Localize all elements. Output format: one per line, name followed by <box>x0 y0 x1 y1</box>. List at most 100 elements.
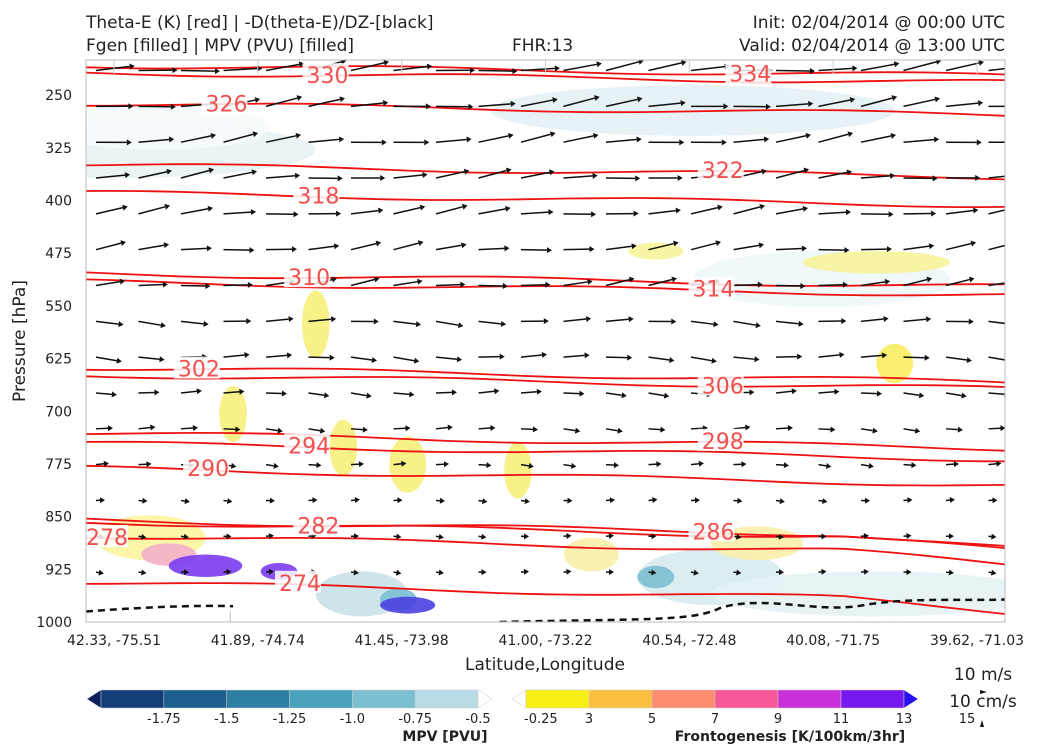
wind-vector <box>223 65 263 72</box>
wind-vector-head <box>463 168 470 175</box>
wind-vector-head <box>126 139 132 146</box>
wind-vector-shaft <box>478 463 487 466</box>
wind-vector <box>223 209 257 216</box>
wind-vector-head <box>166 168 172 175</box>
wind-vector-head <box>872 427 878 434</box>
wind-vector-shaft <box>265 63 300 72</box>
wind-vector-head <box>230 462 237 469</box>
wind-vector <box>945 100 984 108</box>
wind-vector-shaft <box>988 209 1005 215</box>
wind-vector-shaft <box>478 103 511 108</box>
wind-vector <box>860 95 898 108</box>
mpvbar-tick-0: -1.75 <box>147 712 181 727</box>
wind-vector-head <box>567 497 573 504</box>
wind-vector-head <box>226 568 232 575</box>
wind-vector-head <box>735 533 742 540</box>
wind-vector-head <box>808 100 814 107</box>
wind-vector-head <box>252 131 259 138</box>
wind-vector-shaft <box>563 135 594 143</box>
wind-vector-head <box>755 322 761 329</box>
wind-vector-shaft <box>605 98 638 108</box>
theta-e-line-290 <box>86 464 1005 487</box>
y-tick-400: 400 <box>45 194 72 210</box>
wind-vector-shaft <box>520 499 526 502</box>
wind-vector <box>733 203 766 215</box>
mpvbar-swatch-7 <box>477 689 493 709</box>
wind-vector-head <box>481 569 487 576</box>
wind-vector-shaft <box>265 97 298 108</box>
wind-vector-head <box>825 462 832 469</box>
field-blob-8 <box>219 385 247 443</box>
wind-vector <box>860 462 874 469</box>
wind-vector-head <box>801 245 807 252</box>
wind-vector <box>393 139 430 146</box>
wind-vector-shaft <box>648 356 670 361</box>
wind-vector <box>903 243 935 251</box>
wind-vector <box>605 136 642 143</box>
wind-vector-head <box>834 388 840 395</box>
wind-vector <box>350 569 359 576</box>
wind-vector-head <box>545 281 551 288</box>
wind-vector-head <box>633 210 639 217</box>
contour-label-bg-286 <box>688 519 735 542</box>
wind-vector <box>223 426 241 433</box>
wind-vector <box>818 388 840 395</box>
wind-vector-shaft <box>138 171 168 179</box>
wind-vector <box>563 246 595 253</box>
wind-vector <box>520 281 551 288</box>
wind-vector <box>520 533 529 540</box>
wind-vector-head <box>118 321 124 328</box>
wind-vector-shaft <box>775 355 798 358</box>
wind-vector-shaft <box>265 428 278 432</box>
wind-vector-head <box>845 209 852 216</box>
wind-vector-shaft <box>520 463 530 467</box>
wind-vector-head <box>413 357 420 364</box>
wind-vector <box>138 569 147 576</box>
wind-vector-head <box>184 498 190 505</box>
wind-vector-head <box>975 174 981 181</box>
mpvbar-swatch-5 <box>352 689 416 709</box>
wind-vector-head <box>353 533 359 540</box>
wind-vector-head <box>146 461 152 468</box>
wind-vector-head <box>802 205 809 212</box>
wind-vector-head <box>948 569 954 576</box>
wind-vector <box>350 100 389 108</box>
wind-vectors <box>95 60 1005 576</box>
wind-vector-shaft <box>95 427 109 430</box>
x-axis-ticks: 42.33, -75.51 41.89, -74.74 41.45, -73.98 4… <box>67 60 1024 649</box>
mpv-colorbar-title: MPV [PVU] <box>402 729 487 745</box>
wind-vector-head <box>638 60 644 65</box>
y-tick-475: 475 <box>45 246 72 262</box>
wind-vector-shaft <box>308 318 332 323</box>
wind-vector-head <box>953 461 959 468</box>
wind-vector <box>180 388 202 395</box>
wind-vector <box>138 497 148 504</box>
wind-vector-head <box>438 533 444 540</box>
wind-vector-shaft <box>775 390 792 394</box>
wind-vector-shaft <box>308 245 335 251</box>
wind-vector-shaft <box>988 392 1005 396</box>
wind-vector <box>393 63 433 72</box>
wind-vector-shaft <box>605 61 640 72</box>
wind-vector-head <box>254 97 261 104</box>
wind-vector-head <box>494 388 500 395</box>
wind-vector-head <box>570 462 577 469</box>
wind-vector-shaft <box>690 356 713 362</box>
wind-vector-shaft <box>478 499 483 502</box>
wind-vector-shaft <box>733 426 746 430</box>
wind-vector-head <box>798 320 804 327</box>
theta-e-line-306 <box>86 375 1005 388</box>
wind-vector-shaft <box>520 171 550 179</box>
contour-label-bg-322 <box>697 157 744 180</box>
wind-vector-shaft <box>733 206 761 215</box>
wind-vector-shaft <box>860 63 895 72</box>
contour-label-302: 302 <box>178 358 220 383</box>
wind-vector-shaft <box>563 63 598 72</box>
wind-vector-head <box>251 169 258 176</box>
wind-vector-head <box>510 100 516 107</box>
theta-e-line-278 <box>86 536 1005 566</box>
title-line-2: Fgen [filled] | MPV (PVU) [filled] <box>86 36 355 56</box>
wind-vector <box>435 281 466 288</box>
wind-vector-head <box>239 388 245 395</box>
